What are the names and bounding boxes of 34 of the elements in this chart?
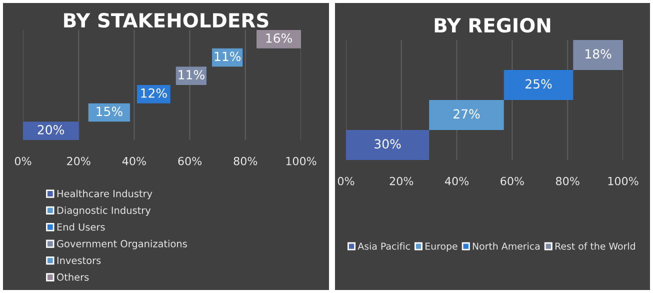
data-label: 11% — [178, 70, 204, 80]
data-label: 25% — [526, 79, 552, 89]
x-tick-label: 20% — [390, 176, 414, 186]
x-tick-label: 40% — [122, 156, 146, 166]
legend-label: Asia Pacific — [358, 242, 410, 250]
legend-label: Rest of the World — [555, 242, 635, 250]
legend-label: North America — [472, 242, 540, 250]
data-label: 15% — [96, 106, 122, 116]
legend-label: Diagnostic Industry — [57, 206, 151, 216]
data-label: 16% — [266, 33, 292, 43]
x-tick-label: 80% — [556, 176, 580, 186]
legend-label: Investors — [57, 256, 101, 264]
data-label: 18% — [586, 49, 612, 59]
legend-label: End Users — [57, 223, 105, 231]
x-tick-label: 0% — [338, 176, 354, 186]
x-tick-label: 40% — [444, 176, 469, 186]
data-label: 27% — [454, 109, 480, 119]
data-label: 30% — [374, 139, 401, 149]
x-tick-label: 20% — [67, 156, 90, 166]
x-tick-label: 0% — [14, 156, 32, 166]
x-tick-label: 100% — [608, 176, 638, 186]
data-label: 20% — [38, 125, 64, 134]
data-label: 11% — [214, 52, 241, 62]
x-tick-label: 60% — [500, 176, 524, 186]
legend-label: Others — [57, 273, 89, 281]
x-tick-label: 80% — [234, 156, 258, 166]
chart-title: BY STAKEHOLDERS — [64, 12, 268, 28]
legend-label: Europe — [426, 242, 458, 252]
x-tick-label: 60% — [178, 156, 202, 166]
chart-title: BY REGION — [434, 18, 550, 33]
x-tick-label: 100% — [286, 156, 316, 166]
data-label: 12% — [141, 88, 167, 98]
legend-label: Healthcare Industry — [57, 190, 152, 200]
legend-label: Government Organizations — [57, 240, 187, 250]
